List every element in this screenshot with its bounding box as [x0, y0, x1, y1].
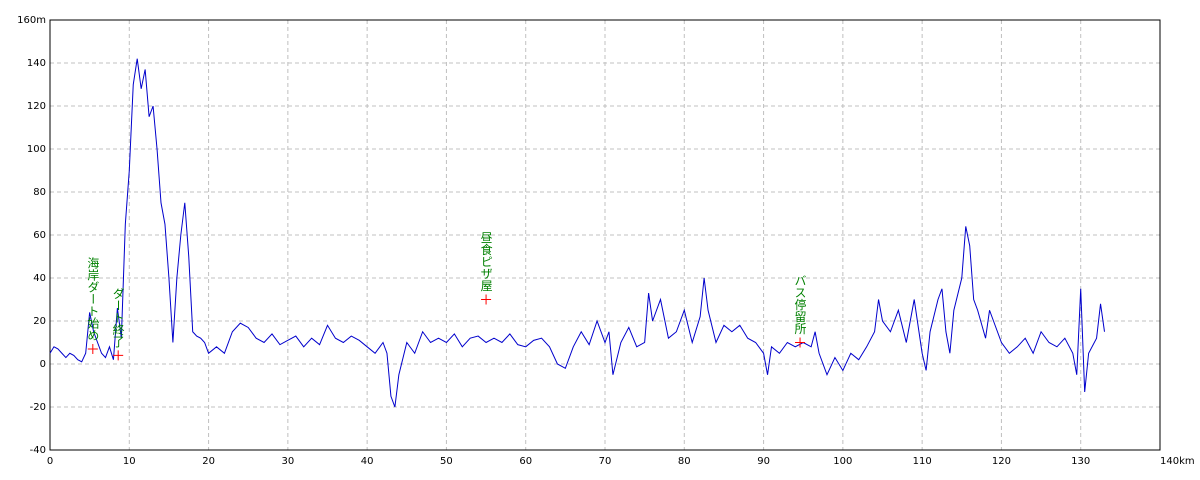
x-tick-label: 10 — [123, 456, 136, 467]
x-tick-label: 100 — [833, 456, 852, 467]
x-tick-label: 60 — [519, 456, 532, 467]
x-tick-label: 90 — [757, 456, 770, 467]
annotation-label: ダート終了 — [111, 287, 125, 347]
annotation-marker — [87, 343, 98, 354]
x-tick-label: 40 — [361, 456, 374, 467]
annotation-label: 海岸ダート始め — [86, 256, 100, 341]
x-tick-label: 120 — [992, 456, 1011, 467]
annotation-marker — [481, 294, 492, 305]
x-tick-label: 30 — [281, 456, 294, 467]
elevation-line — [49, 58, 1105, 408]
annotation-marker — [795, 337, 806, 348]
x-tick-label: 20 — [202, 456, 215, 467]
y-tick-label: 160m — [17, 15, 46, 26]
y-tick-label: 60 — [33, 230, 46, 241]
x-tick-label: 110 — [913, 456, 932, 467]
x-tick-label: 0 — [47, 456, 53, 467]
plot-frame — [49, 19, 1161, 451]
x-tick-label: 80 — [678, 456, 691, 467]
y-tick-label: 140 — [27, 58, 46, 69]
annotation-label: バス停留所 — [793, 275, 807, 335]
y-tick-label: 120 — [27, 101, 46, 112]
y-tick-label: 40 — [33, 273, 46, 284]
y-tick-label: -20 — [30, 402, 46, 413]
y-tick-label: 100 — [27, 144, 46, 155]
y-tick-label: 20 — [33, 316, 46, 327]
y-tick-label: 0 — [40, 359, 46, 370]
x-tick-label: 140km — [1160, 456, 1195, 467]
x-tick-label: 70 — [599, 456, 612, 467]
y-tick-label: 80 — [33, 187, 46, 198]
y-tick-label: -40 — [30, 445, 46, 456]
x-tick-label: 130 — [1071, 456, 1090, 467]
x-tick-label: 50 — [440, 456, 453, 467]
annotation-marker — [113, 350, 124, 361]
annotation-label: 昼食ピザ屋 — [479, 231, 493, 292]
